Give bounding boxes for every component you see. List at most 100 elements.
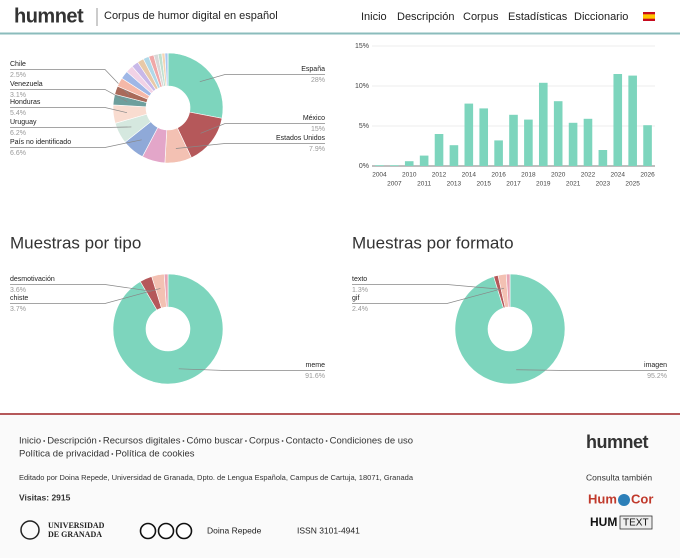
nav-link[interactable]: Inicio xyxy=(361,11,387,23)
slice-value: 3.7% xyxy=(10,306,26,313)
slice-label: Uruguay xyxy=(10,119,37,126)
slice-value: 3.1% xyxy=(10,92,26,99)
x-tick-label: 2024 xyxy=(611,172,626,179)
logo[interactable]: humnet xyxy=(14,5,85,27)
university-name: UNIVERSIDAD xyxy=(48,521,105,530)
slice-value: 2.4% xyxy=(352,306,368,313)
slice-value: 28% xyxy=(311,77,325,84)
partner-logo[interactable]: HUM xyxy=(590,515,617,529)
leader-line xyxy=(10,126,132,128)
pie-slice xyxy=(112,273,224,385)
slice-value: 6.2% xyxy=(10,130,26,137)
chart-title: Muestras por tipo xyxy=(10,233,141,252)
slice-value: 95.2% xyxy=(647,373,667,380)
leader-line xyxy=(178,368,325,371)
chart-title: Muestras por formato xyxy=(352,233,514,252)
license-icon xyxy=(139,522,157,540)
x-tick-label: 2025 xyxy=(625,181,640,188)
partner-logo[interactable]: Hum xyxy=(588,491,617,506)
x-tick-label: 2019 xyxy=(536,181,551,188)
bar xyxy=(643,125,652,166)
separator xyxy=(111,453,114,455)
footer-link[interactable]: Inicio xyxy=(19,436,41,447)
bar xyxy=(553,101,563,166)
slice-label: Chile xyxy=(10,61,26,68)
separator xyxy=(281,440,284,442)
x-tick-label: 2016 xyxy=(491,172,506,179)
partner-logo-icon xyxy=(618,494,630,506)
slice-label: chiste xyxy=(10,295,28,302)
issn: ISSN 3101-4941 xyxy=(297,525,360,535)
leader-line xyxy=(516,369,667,371)
footer-bg xyxy=(0,415,680,558)
leader-line xyxy=(10,107,128,113)
separator xyxy=(182,440,185,442)
bar xyxy=(479,108,489,166)
x-tick-label: 2023 xyxy=(596,181,611,188)
y-tick-label: 0% xyxy=(359,163,369,170)
partner-logo[interactable]: Cor xyxy=(631,491,653,506)
x-tick-label: 2015 xyxy=(476,181,491,188)
license-icon xyxy=(175,522,193,540)
leader-line xyxy=(10,284,152,292)
bar xyxy=(598,150,608,166)
footer-link[interactable]: Política de privacidad xyxy=(19,449,109,460)
x-tick-label: 2022 xyxy=(581,172,596,179)
x-tick-label: 2021 xyxy=(566,181,581,188)
footer-link[interactable]: Política de cookies xyxy=(115,449,194,460)
footer-link[interactable]: Contacto xyxy=(286,436,324,447)
university-name: DE GRANADA xyxy=(48,530,102,539)
leader-line xyxy=(200,123,325,134)
nav-link[interactable]: Estadísticas xyxy=(508,11,568,23)
slice-label: Honduras xyxy=(10,99,41,106)
y-tick-label: 10% xyxy=(355,83,369,90)
nav-link[interactable]: Descripción xyxy=(397,11,454,23)
bar xyxy=(434,134,444,166)
bar xyxy=(449,145,459,166)
pie-slice xyxy=(454,273,566,385)
slice-value: 3.6% xyxy=(10,287,26,294)
flag-band xyxy=(643,14,655,19)
leader-line xyxy=(10,288,161,304)
bar xyxy=(390,165,399,166)
slice-label: Estados Unidos xyxy=(276,135,326,142)
see-also: Consulta también xyxy=(586,472,652,482)
slice-value: 91.6% xyxy=(305,373,325,380)
license-icon xyxy=(157,522,175,540)
slice-value: 15% xyxy=(311,126,325,133)
bar xyxy=(419,155,429,166)
footer-link[interactable]: Cómo buscar xyxy=(186,436,243,447)
footer-link[interactable]: Descripción xyxy=(47,436,97,447)
slice-label: México xyxy=(303,115,325,122)
slice-value: 5.4% xyxy=(10,110,26,117)
footer-logo[interactable]: humnet xyxy=(586,432,649,452)
x-tick-label: 2012 xyxy=(432,172,447,179)
footer-link[interactable]: Recursos digitales xyxy=(103,436,181,447)
leader-line xyxy=(352,287,505,304)
y-tick-label: 5% xyxy=(359,123,369,130)
slice-value: 1.3% xyxy=(352,287,368,294)
author: Doina Repede xyxy=(207,525,262,535)
x-tick-label: 2007 xyxy=(387,181,402,188)
x-tick-label: 2004 xyxy=(372,172,387,179)
x-tick-label: 2017 xyxy=(506,181,521,188)
separator xyxy=(325,440,328,442)
bar xyxy=(494,140,503,166)
footer-link[interactable]: Corpus xyxy=(249,436,280,447)
partner-logo[interactable]: TEXT xyxy=(623,518,649,529)
footer-link[interactable]: Condiciones de uso xyxy=(330,436,413,447)
bar xyxy=(404,161,414,166)
leader-line xyxy=(199,74,325,83)
bar xyxy=(524,119,533,166)
credit: Editado por Doina Repede, Universidad de… xyxy=(19,473,414,482)
visits: Visitas: 2915 xyxy=(19,492,71,502)
bar xyxy=(509,114,518,166)
nav-link[interactable]: Corpus xyxy=(463,11,499,23)
slice-label: meme xyxy=(306,362,326,369)
pie-slice xyxy=(167,52,224,119)
slice-label: imagen xyxy=(644,362,667,369)
x-tick-label: 2014 xyxy=(462,172,477,179)
nav-link[interactable]: Diccionario xyxy=(574,11,628,23)
